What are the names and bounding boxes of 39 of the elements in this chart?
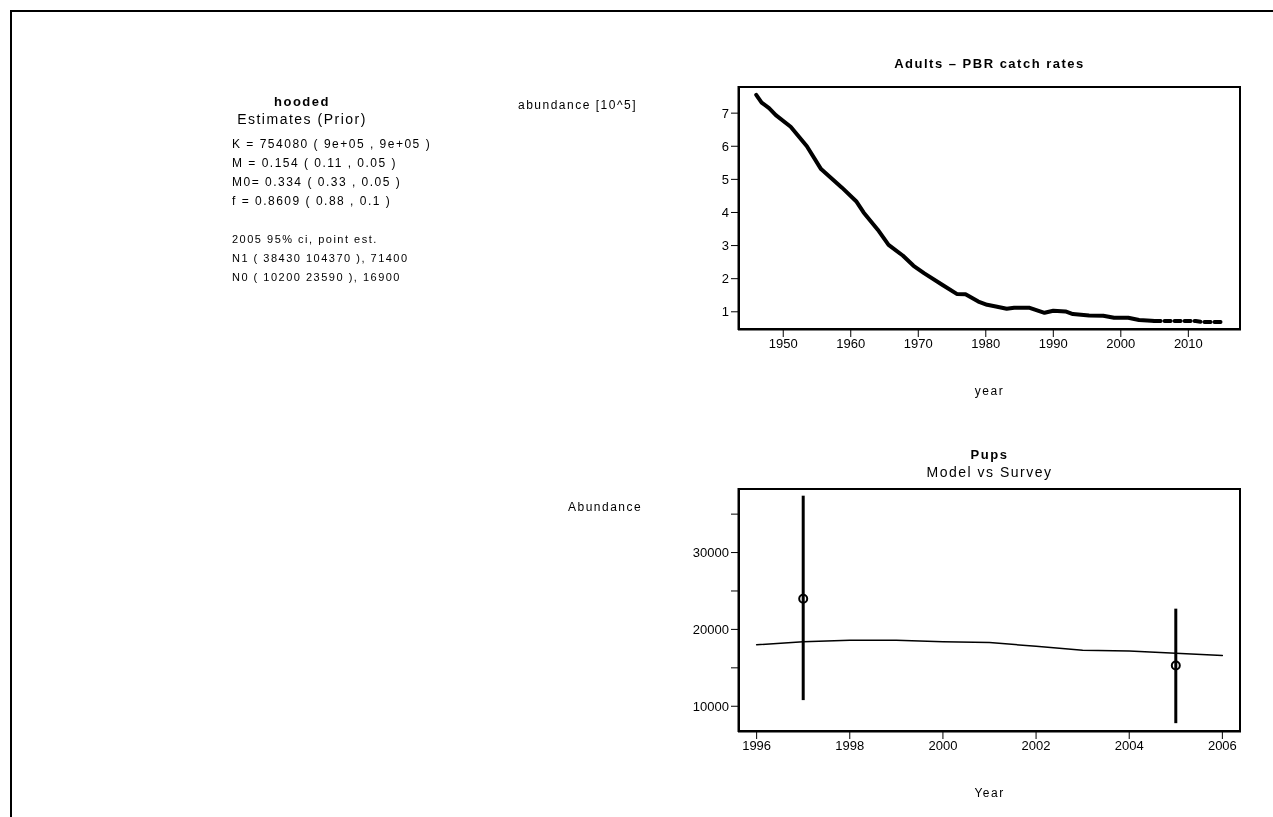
x-tick-label: 2004 [1114,738,1144,754]
y-axis-title: Abundance [568,500,643,514]
x-axis-title: year [973,384,1006,398]
text: M0= 0.334 ( 0.33 , 0.05 ) [232,174,403,191]
y-tick-label: 10000 [692,698,729,714]
y-tick-label: 6 [721,138,729,154]
y-tick-label: 5 [721,171,729,187]
y-tick-label: 2 [721,271,729,287]
x-tick-label: 1950 [768,336,798,352]
x-tick-label: 2010 [1173,336,1203,352]
x-tick-label: 2006 [1207,738,1237,754]
x-tick-label: 1980 [971,336,1001,352]
x-tick-label: 2002 [1021,738,1051,754]
x-axis-title: Year [973,786,1006,800]
x-tick-label: 1998 [835,738,865,754]
text: K = 754080 ( 9e+05 , 9e+05 ) [232,136,433,153]
y-tick-label: 20000 [692,622,729,638]
y-tick-label: 30000 [692,545,729,561]
text: f = 0.8609 ( 0.88 , 0.1 ) [232,193,393,210]
text: M = 0.154 ( 0.11 , 0.05 ) [232,155,399,172]
x-tick-label: 2000 [1106,336,1136,352]
y-axis-title: abundance [10^5] [518,98,638,112]
text: hooded [273,94,331,109]
text: 2005 95% ci, point est. [232,232,379,247]
x-tick-label: 1970 [903,336,933,352]
text: Estimates (Prior) [236,111,368,127]
chart-title: Pups [969,447,1010,462]
y-tick-label: 7 [721,105,729,121]
y-tick-label: 1 [721,304,729,320]
chart-title: Adults – PBR catch rates [893,56,1086,71]
x-tick-label: 1996 [742,738,772,754]
y-tick-label: 3 [721,238,729,254]
text: N0 ( 10200 23590 ), 16900 [232,270,402,285]
y-tick-label: 4 [721,205,729,221]
x-tick-label: 1960 [836,336,866,352]
x-tick-label: 1990 [1038,336,1068,352]
chart-subtitle: Model vs Survey [925,464,1054,480]
text: N1 ( 38430 104370 ), 71400 [232,251,410,266]
x-tick-label: 2000 [928,738,958,754]
